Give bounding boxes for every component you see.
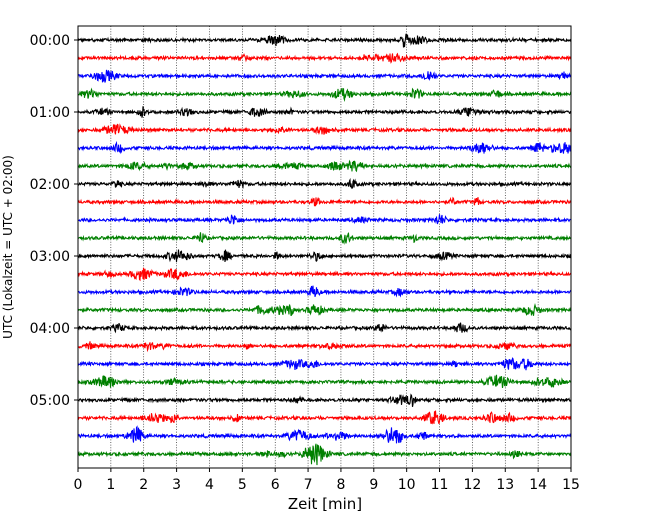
trace-line (77, 87, 572, 102)
trace-line (77, 52, 572, 64)
minute-grid (110, 26, 539, 468)
x-tick-label: 7 (304, 477, 313, 493)
x-tick-label: 5 (238, 477, 247, 493)
trace-line (77, 123, 572, 136)
y-tick-label: 05:00 (30, 393, 70, 409)
trace-line (77, 443, 572, 466)
trace-line (77, 140, 572, 155)
trace-line (77, 285, 572, 298)
x-tick-label: 14 (529, 477, 547, 493)
x-tick-label: 3 (172, 477, 181, 493)
trace-line (77, 267, 572, 282)
x-tick-label: 4 (205, 477, 214, 493)
x-axis-label: Zeit [min] (288, 495, 362, 513)
x-tick-label: 6 (271, 477, 280, 493)
seismic-traces (77, 33, 572, 466)
trace-line (77, 393, 572, 408)
y-tick-label: 02:00 (30, 177, 70, 193)
x-tick-label: 2 (139, 477, 148, 493)
trace-line (77, 357, 572, 371)
y-axis-ticks: 00:00 01:00 02:00 03:00 04:00 05:00 (30, 33, 78, 409)
trace-line (77, 341, 572, 353)
x-axis-ticks: 0 1 2 3 4 5 6 7 8 9 10 11 12 13 14 15 (74, 468, 580, 493)
y-tick-label: 01:00 (30, 105, 70, 121)
y-tick-label: 04:00 (30, 321, 70, 337)
trace-line (77, 303, 572, 317)
x-tick-label: 11 (431, 477, 449, 493)
x-tick-label: 15 (562, 477, 580, 493)
x-tick-label: 9 (369, 477, 378, 493)
trace-line (77, 232, 572, 245)
trace-line (77, 177, 572, 190)
trace-line (77, 33, 572, 48)
x-tick-label: 1 (106, 477, 115, 493)
plot-frame (77, 25, 572, 469)
x-tick-label: 13 (496, 477, 514, 493)
y-axis-label: UTC (Lokalzeit = UTC + 02:00) (1, 155, 15, 339)
x-tick-label: 10 (398, 477, 416, 493)
y-tick-label: 03:00 (30, 249, 70, 265)
x-tick-label: 12 (463, 477, 481, 493)
trace-line (77, 69, 572, 83)
trace-line (77, 425, 572, 444)
trace-line (77, 214, 572, 225)
trace-line (77, 196, 572, 207)
x-tick-label: 0 (74, 477, 83, 493)
trace-line (77, 159, 572, 173)
y-tick-label: 00:00 (30, 33, 70, 49)
trace-line (77, 374, 572, 388)
x-tick-label: 8 (336, 477, 345, 493)
trace-line (77, 249, 572, 263)
trace-line (77, 322, 572, 334)
trace-line (77, 410, 572, 425)
trace-line (77, 106, 572, 118)
